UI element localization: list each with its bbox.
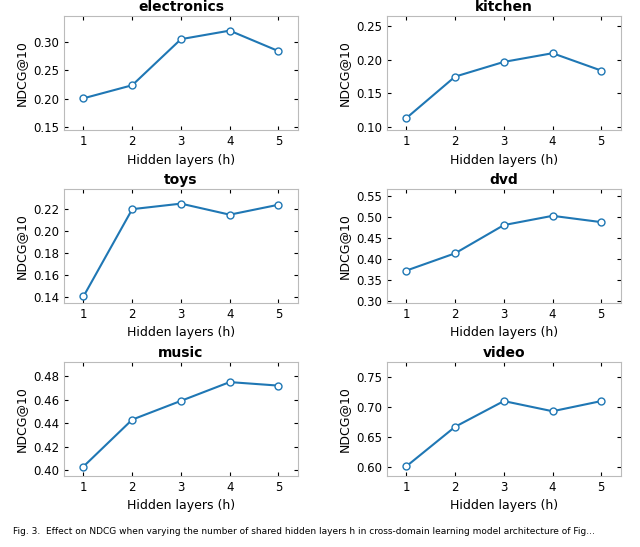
Text: Fig. 3.  Effect on NDCG when varying the number of shared hidden layers h in cro: Fig. 3. Effect on NDCG when varying the … (13, 527, 595, 536)
Title: video: video (483, 346, 525, 359)
Y-axis label: NDCG@10: NDCG@10 (337, 213, 351, 279)
Y-axis label: NDCG@10: NDCG@10 (15, 386, 28, 452)
X-axis label: Hidden layers (h): Hidden layers (h) (450, 499, 558, 513)
X-axis label: Hidden layers (h): Hidden layers (h) (127, 327, 235, 340)
Y-axis label: NDCG@10: NDCG@10 (337, 386, 351, 452)
Title: dvd: dvd (490, 173, 518, 187)
X-axis label: Hidden layers (h): Hidden layers (h) (450, 154, 558, 166)
X-axis label: Hidden layers (h): Hidden layers (h) (127, 499, 235, 513)
Title: electronics: electronics (138, 0, 224, 14)
Title: music: music (158, 346, 204, 359)
X-axis label: Hidden layers (h): Hidden layers (h) (450, 327, 558, 340)
Y-axis label: NDCG@10: NDCG@10 (337, 40, 351, 106)
Y-axis label: NDCG@10: NDCG@10 (15, 213, 28, 279)
Title: toys: toys (164, 173, 198, 187)
X-axis label: Hidden layers (h): Hidden layers (h) (127, 154, 235, 166)
Title: kitchen: kitchen (475, 0, 532, 14)
Y-axis label: NDCG@10: NDCG@10 (15, 40, 28, 106)
